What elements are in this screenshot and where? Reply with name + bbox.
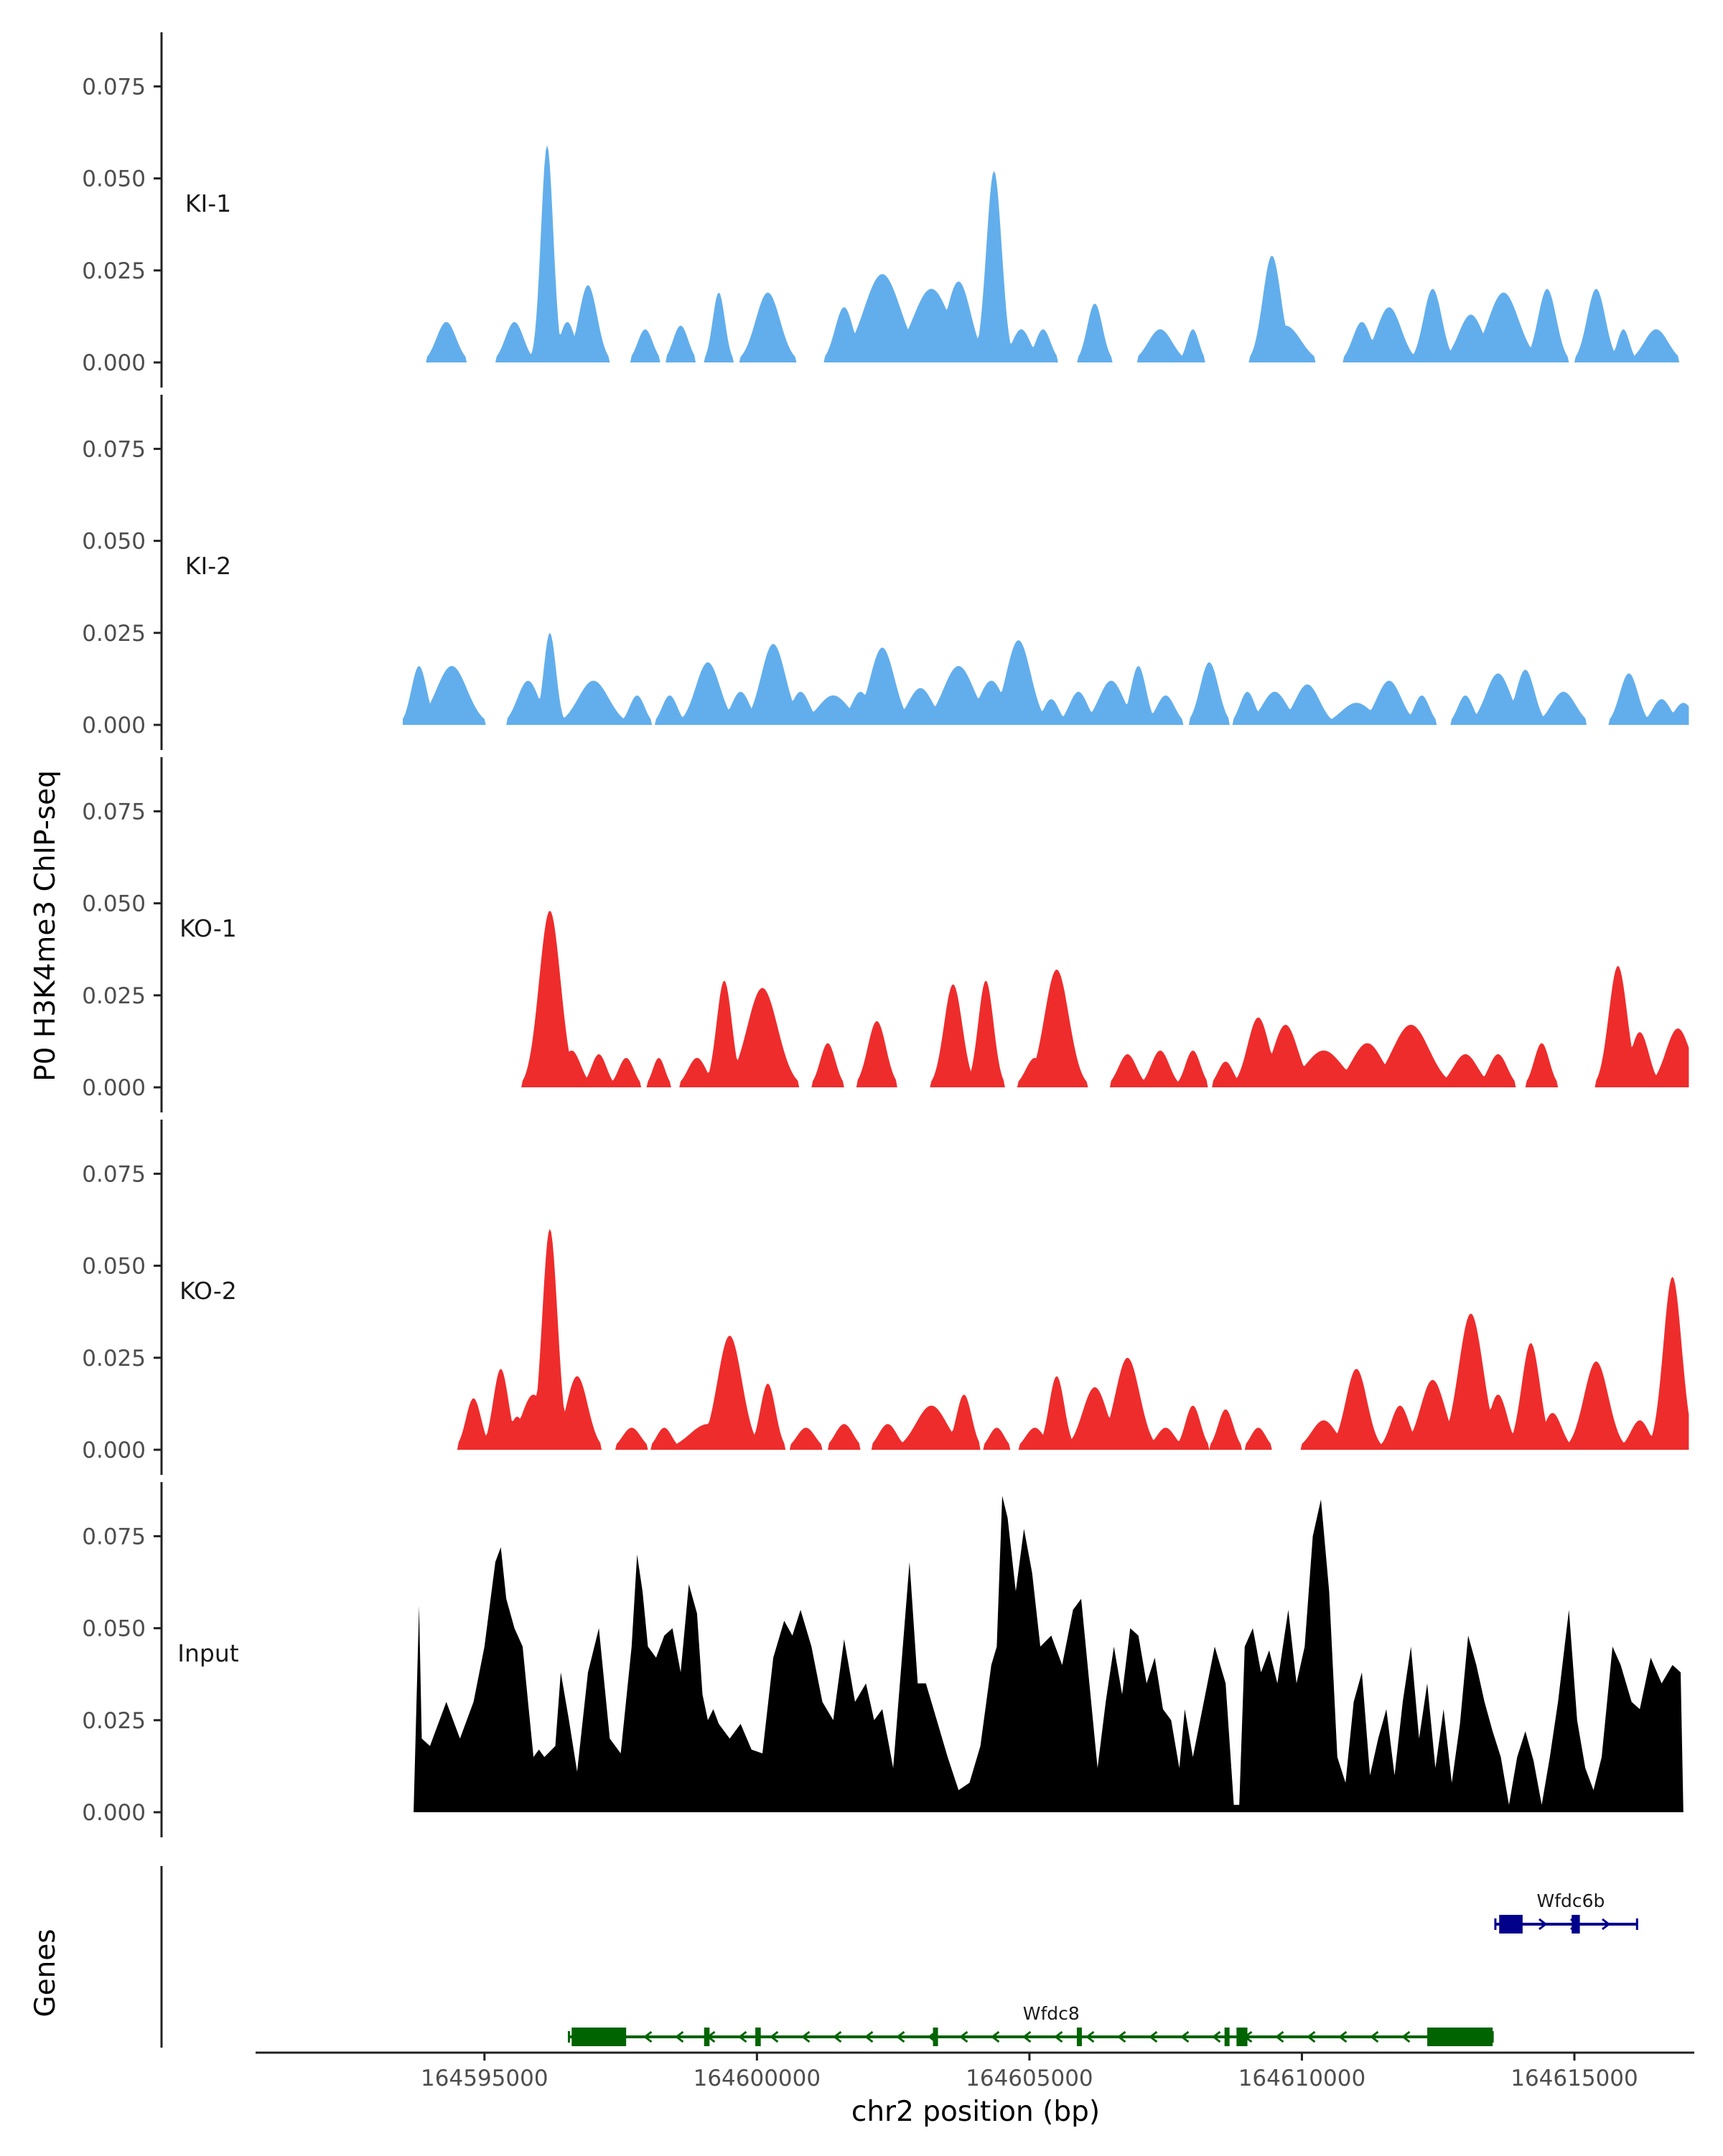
signal-area-ki-2 xyxy=(403,632,1689,725)
y-tick-label: 0.025 xyxy=(82,621,146,647)
exon xyxy=(1224,2028,1230,2046)
exon xyxy=(1427,2028,1493,2046)
track-ko-1: 0.000 0.025 0.050 0.075 KO-1 xyxy=(82,757,1689,1112)
strand-chevron xyxy=(959,2030,968,2043)
y-tick-label: 0.050 xyxy=(82,529,146,555)
strand-chevron xyxy=(643,2030,653,2043)
signal-area-input xyxy=(414,1496,1684,1812)
y-tick-label: 0.025 xyxy=(82,983,146,1009)
track-label: Input xyxy=(177,1639,239,1667)
signal-area-ko-2 xyxy=(403,1229,1689,1450)
track-ki-1: 0.000 0.025 0.050 0.075 KI-1 xyxy=(82,32,1689,388)
track-input: 0.000 0.025 0.050 0.075 Input xyxy=(82,1482,1684,1837)
x-axis-title: chr2 position (bp) xyxy=(851,2096,1100,2128)
strand-chevron xyxy=(1602,1918,1611,1931)
strand-chevron xyxy=(896,2030,905,2043)
strand-chevron xyxy=(1370,2030,1379,2043)
signal-area-ki-1 xyxy=(403,145,1689,362)
exon xyxy=(1572,1915,1580,1934)
strand-chevron xyxy=(1054,2030,1063,2043)
y-tick-label: 0.050 xyxy=(82,1254,146,1280)
y-tick-label: 0.050 xyxy=(82,1616,146,1642)
strand-chevron xyxy=(1401,2030,1411,2043)
x-tick-label: 164605000 xyxy=(966,2066,1093,2091)
strand-chevron xyxy=(864,2030,874,2043)
track-label: KI-1 xyxy=(185,189,231,217)
tracks: 0.0000.0250.0500.075KI-10.0000.0250.0500… xyxy=(82,32,1689,1837)
strand-chevron xyxy=(1117,2030,1126,2043)
y-tick-label: 0.000 xyxy=(82,350,146,376)
gene-name: Wfdc6b xyxy=(1536,1890,1605,1911)
strand-chevron xyxy=(1212,2030,1221,2043)
y-tick-label: 0.075 xyxy=(82,1161,146,1187)
exon xyxy=(704,2028,710,2046)
x-tick-label: 164595000 xyxy=(421,2066,548,2091)
x-tick-label: 164600000 xyxy=(694,2066,821,2091)
strand-chevron xyxy=(1149,2030,1158,2043)
x-tick-label: 164610000 xyxy=(1238,2066,1366,2091)
y-axis-title: P0 H3K4me3 ChIP-seq xyxy=(29,770,62,1082)
signal-area-ko-1 xyxy=(403,910,1689,1087)
y-tick-label: 0.025 xyxy=(82,1708,146,1734)
y-tick-label: 0.075 xyxy=(82,436,146,462)
strand-chevron xyxy=(675,2030,684,2043)
track-label: KO-1 xyxy=(179,914,237,942)
y-tick-label: 0.025 xyxy=(82,1346,146,1372)
strand-chevron xyxy=(770,2030,779,2043)
x-tick-label: 164615000 xyxy=(1510,2066,1638,2091)
track-ko-2: 0.000 0.025 0.050 0.075 KO-2 xyxy=(82,1120,1689,1475)
strand-chevron xyxy=(1538,1918,1548,1931)
exon xyxy=(1499,1915,1523,1934)
strand-chevron xyxy=(1085,2030,1095,2043)
y-tick-label: 0.025 xyxy=(82,258,146,284)
y-tick-label: 0.000 xyxy=(82,1438,146,1463)
y-tick-label: 0.075 xyxy=(82,74,146,100)
gene-wfdc8: Wfdc8 xyxy=(567,2003,1494,2046)
y-tick-label: 0.000 xyxy=(82,1800,146,1826)
strand-chevron xyxy=(1338,2030,1348,2043)
strand-chevron xyxy=(1275,2030,1284,2043)
strand-chevron xyxy=(991,2030,1000,2043)
exon xyxy=(571,2028,627,2046)
y-tick-label: 0.075 xyxy=(82,1524,146,1550)
gene-wfdc6b: Wfdc6b xyxy=(1494,1890,1638,1934)
strand-chevron xyxy=(1307,2030,1316,2043)
x-axis: 164595000 164600000 164605000 164610000 1646… xyxy=(256,2051,1694,2091)
strand-chevron xyxy=(1022,2030,1032,2043)
gene-track: Wfdc6b Wfdc8 xyxy=(160,1866,1638,2048)
exon xyxy=(755,2028,761,2046)
strand-chevron xyxy=(1180,2030,1190,2043)
exon xyxy=(933,2028,938,2046)
track-label: KI-2 xyxy=(185,552,231,580)
gene-name: Wfdc8 xyxy=(1023,2003,1080,2024)
strand-chevron xyxy=(738,2030,747,2043)
exon xyxy=(1236,2028,1248,2046)
y-tick-label: 0.075 xyxy=(82,799,146,825)
y-tick-label: 0.050 xyxy=(82,891,146,917)
strand-chevron xyxy=(833,2030,842,2043)
y-tick-label: 0.000 xyxy=(82,713,146,739)
strand-chevron xyxy=(801,2030,811,2043)
y-tick-label: 0.050 xyxy=(82,167,146,192)
track-ki-2: 0.000 0.025 0.050 0.075 KI-2 xyxy=(82,395,1689,750)
track-label: KO-2 xyxy=(179,1277,237,1305)
y-tick-label: 0.000 xyxy=(82,1075,146,1101)
genes-axis-title: Genes xyxy=(29,1928,62,2017)
exon xyxy=(1076,2028,1082,2046)
